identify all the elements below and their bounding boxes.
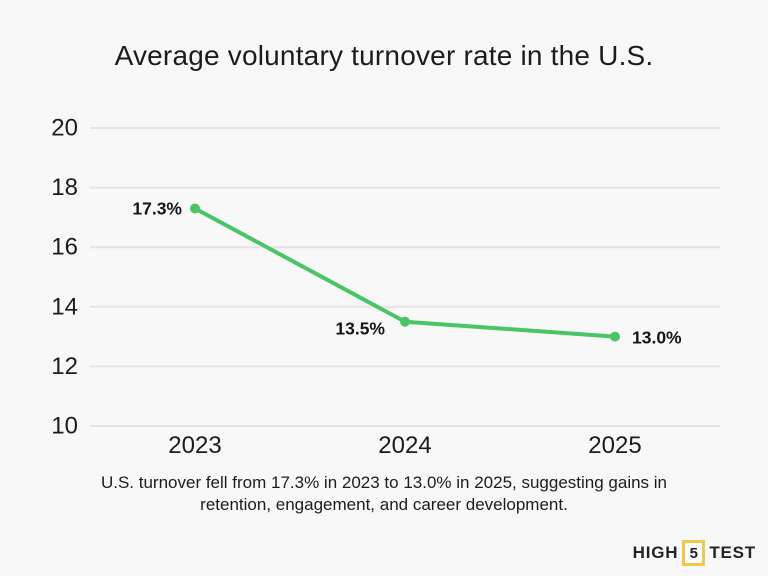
data-point-2023 <box>190 203 200 214</box>
y-tick-label-18: 18 <box>51 174 78 201</box>
high5test-logo: HIGH 5 TEST <box>633 540 756 566</box>
page-title: Average voluntary turnover rate in the U… <box>114 40 654 71</box>
y-tick-label-10: 10 <box>51 413 78 440</box>
y-tick-label-14: 14 <box>51 293 78 320</box>
logo-word-right: TEST <box>709 543 756 562</box>
logo-word-left: HIGH <box>632 543 679 562</box>
data-point-2025 <box>610 331 620 342</box>
logo-boxed-number: 5 <box>682 540 706 566</box>
y-tick-label-12: 12 <box>51 353 78 380</box>
turnover-line-chart: 20 18 16 14 12 10 2023 2024 2025 17.3% 13.5% 13.0% <box>51 115 720 459</box>
x-tick-label-2024: 2024 <box>378 432 431 459</box>
x-tick-label-2023: 2023 <box>168 432 221 459</box>
chart-caption: U.S. turnover fell from 17.3% in 2023 to… <box>100 473 668 515</box>
point-label-2024: 13.5% <box>335 319 385 339</box>
point-label-2025: 13.0% <box>632 328 682 348</box>
y-tick-label-16: 16 <box>51 234 78 261</box>
point-label-2023: 17.3% <box>132 198 182 218</box>
data-point-2024 <box>400 316 410 327</box>
y-tick-label-20: 20 <box>51 115 78 142</box>
x-tick-label-2025: 2025 <box>588 432 641 459</box>
